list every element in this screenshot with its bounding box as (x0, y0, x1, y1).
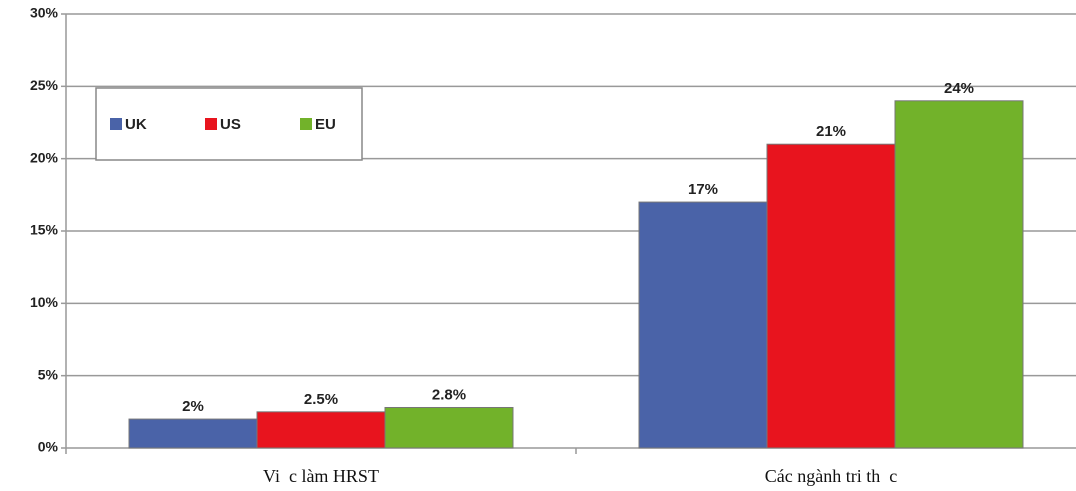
data-label: 2.5% (304, 391, 338, 408)
bar (894, 100, 1024, 449)
data-label: 21% (816, 123, 846, 140)
data-label: 2% (182, 398, 204, 415)
legend-label: EU (315, 116, 336, 133)
y-tick-label: 15% (30, 222, 59, 238)
x-tick-label: Các ngành tri th c (765, 466, 897, 486)
legend-swatch (110, 118, 122, 130)
legend-swatch (300, 118, 312, 130)
y-tick-label: 25% (30, 77, 59, 93)
bar (766, 143, 896, 449)
y-tick-label: 20% (30, 149, 59, 165)
y-tick-label: 0% (38, 439, 59, 455)
bar (256, 411, 386, 449)
legend-label: US (220, 116, 241, 133)
data-label: 24% (944, 80, 974, 97)
bar (384, 406, 514, 449)
y-tick-label: 30% (30, 5, 59, 21)
data-label: 17% (688, 181, 718, 198)
y-tick-label: 5% (38, 366, 59, 382)
bar (128, 418, 258, 449)
legend-box (95, 87, 363, 161)
x-tick-label: Vi c làm HRST (263, 466, 379, 486)
y-tick-label: 10% (30, 294, 59, 310)
bar (638, 201, 768, 449)
data-label: 2.8% (432, 386, 466, 403)
legend-label: UK (125, 116, 147, 133)
legend-swatch (205, 118, 217, 130)
